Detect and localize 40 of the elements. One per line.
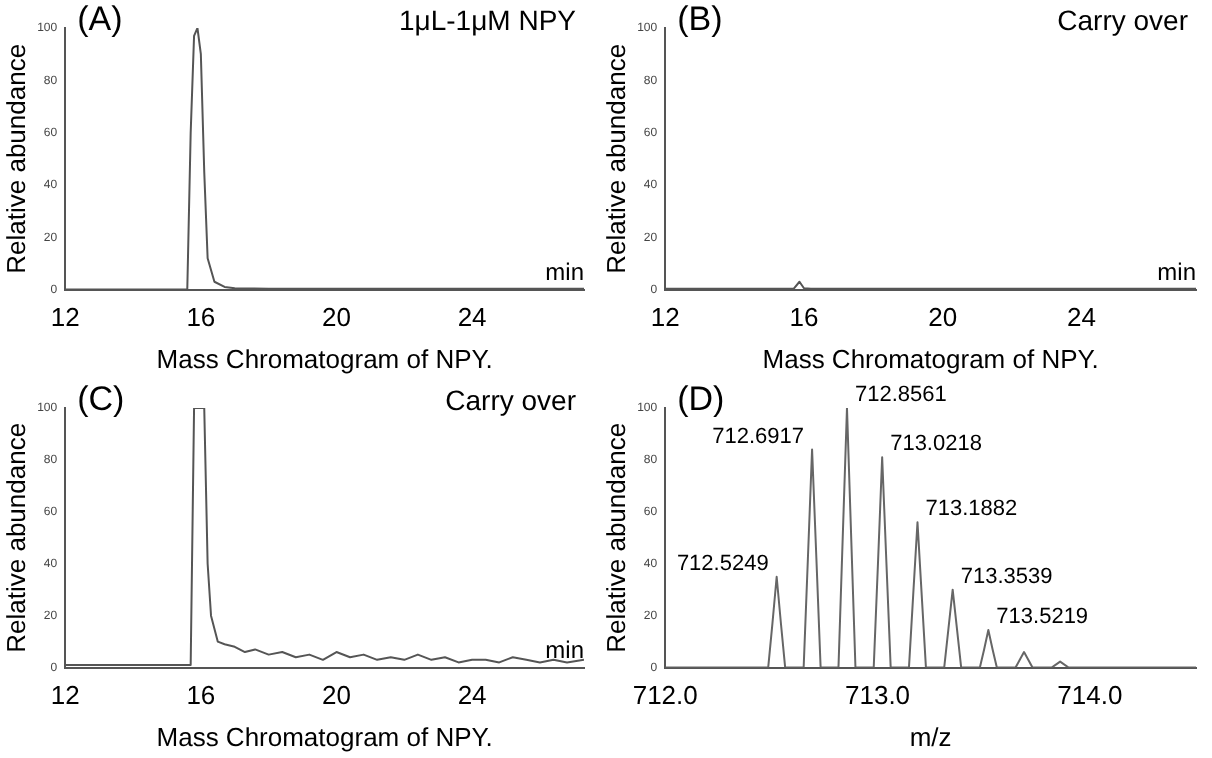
y-axis-title: Relative abundance <box>600 43 631 274</box>
annotation: 713.1882 <box>925 497 1018 522</box>
annotation: 712.6917 <box>712 424 805 449</box>
y-axis-title: Relative abundance <box>0 422 31 653</box>
chart-subtitle: 1μL-1μM NPY <box>399 3 578 36</box>
x-tick-label: 20 <box>322 302 351 333</box>
x-axis-title: Mass Chromatogram of NPY. <box>156 721 493 752</box>
x-axis-title: m/z <box>909 721 952 752</box>
annotation: 712.8561 <box>854 383 947 408</box>
chart-subtitle: Carry over <box>1057 3 1189 36</box>
x-tick-label: 16 <box>186 680 216 711</box>
x-tick-label: 16 <box>186 302 216 333</box>
x-tick-label: 24 <box>457 680 487 711</box>
x-tick-label: 713.0 <box>844 680 911 711</box>
chart-title: (A) <box>77 0 123 39</box>
x-tick-label: 20 <box>928 302 958 333</box>
x-tick-label: 12 <box>650 302 680 333</box>
x-tick-label: 20 <box>322 680 351 711</box>
chart-title: (B) <box>677 0 723 39</box>
x-tick-label: 12 <box>50 302 80 333</box>
x-axis-title: Mass Chromatogram of NPY. <box>762 343 1099 374</box>
x-tick-label: 712.0 <box>632 680 698 711</box>
chart-subtitle: Carry over <box>445 383 577 416</box>
x-tick-label: 24 <box>1067 302 1096 333</box>
annotation: min <box>1157 258 1196 287</box>
annotation: 712.5249 <box>676 551 769 576</box>
annotation: min <box>545 636 584 665</box>
x-axis-title: Mass Chromatogram of NPY. <box>156 343 493 374</box>
annotation: 713.5219 <box>996 605 1089 630</box>
y-axis-title: Relative abundance <box>0 43 31 274</box>
x-tick-label: 24 <box>457 302 487 333</box>
y-axis-title: Relative abundance <box>600 422 631 653</box>
x-tick-label: 714.0 <box>1057 680 1123 711</box>
annotation: 713.0218 <box>890 432 982 457</box>
x-tick-label: 12 <box>50 680 80 711</box>
chart-title: (D) <box>677 380 725 419</box>
chart-title: (C) <box>77 380 125 419</box>
x-tick-label: 16 <box>789 302 819 333</box>
annotation: min <box>545 258 584 287</box>
annotation: 713.3539 <box>960 564 1053 589</box>
